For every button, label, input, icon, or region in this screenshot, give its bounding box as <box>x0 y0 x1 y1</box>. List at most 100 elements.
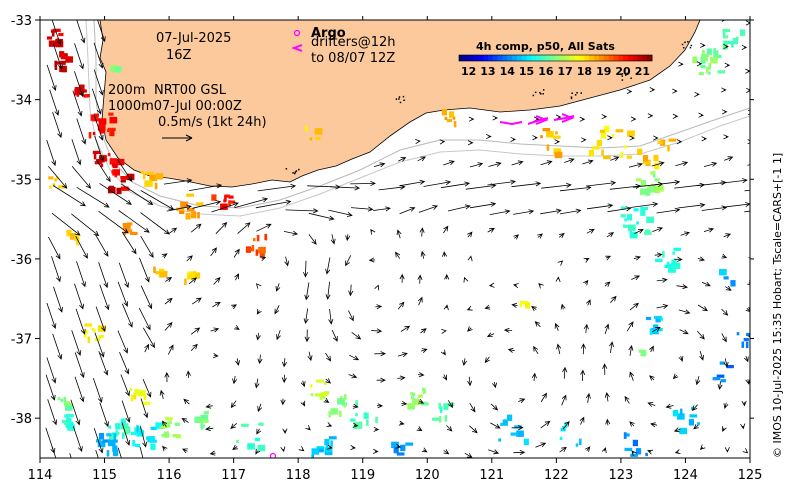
current-arrow <box>586 203 614 210</box>
current-arrow <box>747 164 750 166</box>
current-arrow <box>398 157 407 162</box>
current-arrow <box>325 281 331 300</box>
current-arrow <box>51 256 61 283</box>
sst-pixel <box>638 349 644 353</box>
sst-pixel <box>626 214 633 221</box>
scale-arrow <box>162 134 193 142</box>
current-arrow <box>724 62 731 68</box>
current-arrow <box>560 303 566 310</box>
current-arrow <box>328 209 353 217</box>
current-arrow <box>122 303 133 328</box>
sst-pixel <box>341 402 347 406</box>
sst-pixel <box>646 216 654 223</box>
current-arrow <box>399 207 416 215</box>
sst-pixel <box>396 452 405 456</box>
current-arrow <box>419 227 425 237</box>
current-arrow <box>118 210 150 233</box>
sst-pixel <box>745 341 749 349</box>
sst-pixel <box>700 64 706 69</box>
current-arrow <box>701 281 711 287</box>
sst-pixel <box>107 153 111 157</box>
sst-pixel <box>667 145 670 152</box>
sst-pixel <box>642 155 649 162</box>
current-arrow <box>232 444 238 451</box>
current-arrow <box>691 404 698 411</box>
current-arrow <box>280 398 286 406</box>
sst-pixel <box>640 209 646 216</box>
sst-pixel <box>195 202 204 206</box>
colorbar-tick: 20 <box>615 65 631 78</box>
current-arrow <box>49 89 60 116</box>
sst-pixel <box>136 425 139 432</box>
sst-pixel <box>64 404 73 411</box>
sst-pixel <box>92 131 96 136</box>
current-arrow <box>397 375 406 381</box>
current-arrow <box>303 260 309 278</box>
sst-pixel <box>53 28 61 32</box>
current-arrow <box>139 257 150 283</box>
current-arrow <box>725 285 732 291</box>
y-axis: -33 -34 -35 -36 -37 -38 <box>11 14 754 427</box>
sst-pixel <box>124 229 133 233</box>
sst-pixel <box>106 433 112 437</box>
sst-pixel <box>112 164 118 169</box>
sst-pixel <box>136 430 144 437</box>
sst-pixel <box>98 118 107 125</box>
sst-pixel <box>510 432 519 436</box>
current-arrow <box>534 321 541 328</box>
colorbar-tick: 21 <box>635 65 650 78</box>
sst-pixel <box>145 171 154 175</box>
sst-pixel <box>107 439 116 447</box>
sst-pixel <box>87 336 91 343</box>
sst-pixel <box>314 393 320 397</box>
colorbar-segment <box>550 55 556 61</box>
sst-pixel <box>722 29 726 36</box>
current-arrow <box>396 229 402 239</box>
sst-pixel <box>500 422 503 426</box>
coast-dot <box>630 77 632 79</box>
sst-pixel <box>655 316 661 323</box>
colorbar-tick: 17 <box>557 65 572 78</box>
current-arrow <box>606 232 615 238</box>
sst-pixel <box>431 417 440 421</box>
sst-pixel <box>344 394 347 401</box>
sst-pixel <box>202 424 205 428</box>
sst-pixel <box>674 263 680 267</box>
sst-pixel <box>325 445 329 449</box>
current-arrow <box>230 400 237 409</box>
sst-pixel <box>169 420 172 424</box>
sst-pixel <box>66 229 72 237</box>
sst-pixel <box>671 259 677 266</box>
coast-dot <box>690 44 693 47</box>
y-tick-label: -37 <box>11 333 32 348</box>
sst-pixel <box>329 436 337 440</box>
current-arrow <box>463 276 469 283</box>
current-arrow <box>323 397 330 403</box>
current-arrow <box>372 448 379 454</box>
current-arrow <box>447 400 453 409</box>
colorbar-tick: 13 <box>480 65 495 78</box>
current-arrow <box>257 183 297 192</box>
current-arrow <box>94 332 105 358</box>
current-arrow <box>721 308 729 316</box>
sst-pixel <box>645 189 651 196</box>
sst-pixel <box>124 428 130 435</box>
colorbar-segment <box>632 55 639 61</box>
sst-pixel <box>58 185 66 189</box>
sst-pixel <box>702 49 705 57</box>
sst-pixel <box>93 329 96 333</box>
current-arrow <box>469 425 478 434</box>
current-arrow <box>490 422 501 429</box>
sst-pixel <box>624 433 630 437</box>
current-arrow <box>629 371 635 381</box>
sst-pixel <box>60 60 66 64</box>
current-arrow <box>308 212 335 221</box>
current-arrow <box>233 248 240 258</box>
sst-pixel <box>394 461 399 467</box>
sst-pixel <box>337 398 345 405</box>
sst-pixel <box>498 438 501 442</box>
current-arrow <box>652 227 664 232</box>
sst-pixel <box>319 393 323 401</box>
